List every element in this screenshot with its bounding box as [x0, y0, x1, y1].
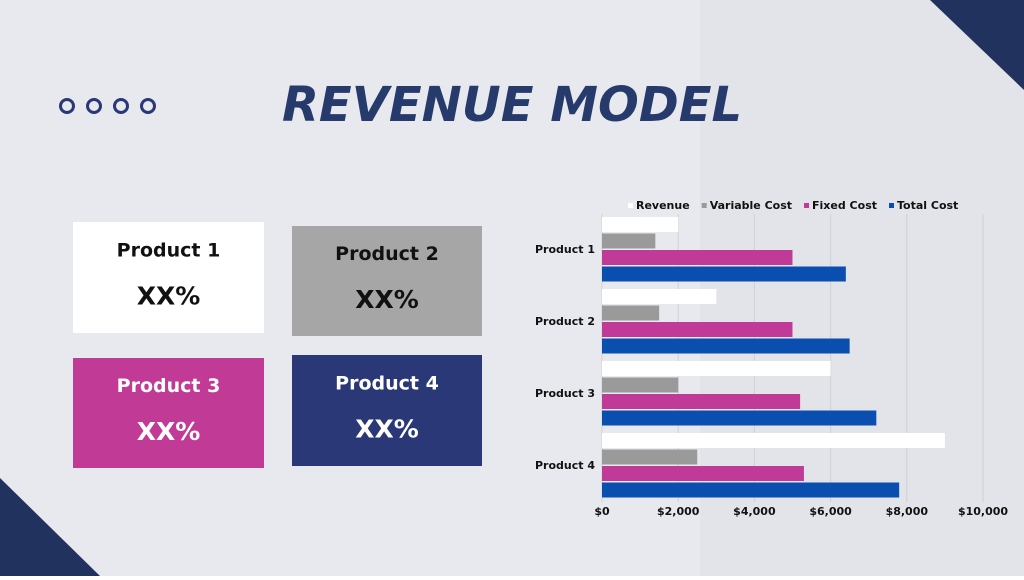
y-tick-label: Product 2 [535, 315, 595, 328]
bar [602, 433, 945, 448]
x-tick-label: $6,000 [809, 505, 852, 518]
legend-swatch [628, 203, 633, 208]
bar [602, 266, 846, 282]
y-tick-label: Product 3 [535, 387, 595, 400]
bar [602, 305, 660, 321]
x-tick-label: $8,000 [886, 505, 929, 518]
y-tick-label: Product 4 [535, 459, 595, 472]
bar [602, 217, 679, 232]
bar [602, 250, 793, 265]
corner-shape [930, 0, 1024, 90]
card-value: XX% [355, 285, 419, 314]
bar [602, 466, 804, 481]
bar [602, 482, 900, 498]
legend-label: Total Cost [897, 199, 958, 212]
y-tick-label: Product 1 [535, 243, 595, 256]
card-label: Product 3 [117, 375, 221, 397]
bar [602, 322, 793, 337]
bar [602, 289, 717, 304]
x-tick-label: $0 [594, 505, 610, 518]
decor-dots [59, 98, 156, 114]
bar [602, 233, 656, 249]
legend-label: Fixed Cost [812, 199, 877, 212]
legend-swatch [804, 203, 810, 208]
corner-shape [0, 478, 100, 576]
card-label: Product 4 [335, 372, 439, 394]
bar [602, 449, 698, 465]
card [73, 222, 264, 333]
legend-swatch [889, 203, 894, 208]
bar [602, 338, 850, 354]
card-value: XX% [355, 414, 419, 443]
bar [602, 361, 831, 376]
slide-title: REVENUE MODEL [282, 77, 742, 133]
card-value: XX% [137, 417, 201, 446]
legend-label: Revenue [636, 199, 690, 212]
card [292, 226, 482, 336]
card [292, 355, 482, 466]
x-tick-label: $2,000 [657, 505, 700, 518]
x-tick-label: $10,000 [958, 505, 1008, 518]
bar [602, 394, 801, 409]
card-value: XX% [137, 281, 201, 310]
card-label: Product 2 [335, 243, 439, 265]
card [73, 358, 264, 468]
legend-label: Variable Cost [710, 199, 792, 212]
bar [602, 410, 877, 426]
bar [602, 377, 679, 393]
legend-swatch [701, 203, 707, 208]
x-tick-label: $4,000 [733, 505, 776, 518]
card-label: Product 1 [117, 239, 221, 261]
